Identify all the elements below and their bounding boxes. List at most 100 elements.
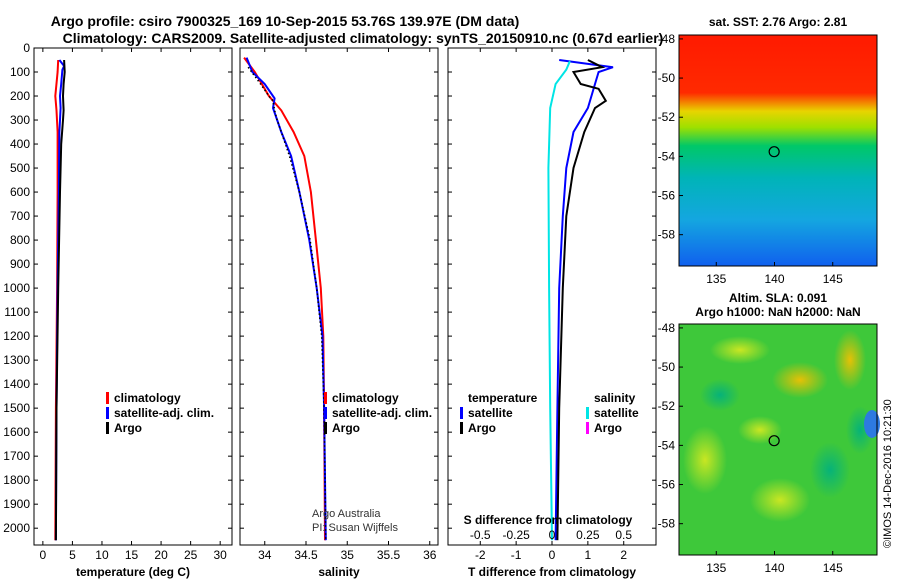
legend-swatch	[324, 392, 327, 404]
x-axis-label: T difference from climatology	[468, 565, 636, 579]
x-tick-label: 2	[620, 548, 627, 562]
y-tick-label: 2000	[3, 521, 30, 535]
map-lon-label: 140	[764, 561, 784, 575]
y-tick-label: 1700	[3, 449, 30, 463]
annotation-text: PI: Susan Wijffels	[312, 522, 398, 534]
secondary-x-tick-label: 0.25	[576, 528, 600, 542]
legend-label: Argo	[114, 421, 142, 435]
map-lat-label: -54	[658, 149, 676, 163]
y-tick-label: 1000	[3, 281, 30, 295]
x-tick-label: 15	[125, 548, 139, 562]
x-axis-label: temperature (deg C)	[76, 565, 190, 579]
map-lat-label: -52	[658, 399, 676, 413]
legend-swatch	[586, 422, 589, 434]
map-lat-label: -58	[658, 228, 676, 242]
annotation-text: Argo Australia	[312, 508, 381, 520]
series-line-salinity-satellite	[547, 60, 571, 541]
map-lon-label: 145	[823, 561, 843, 575]
legend-label: satellite-adj. clim.	[114, 406, 214, 420]
y-tick-label: 800	[10, 233, 30, 247]
legend-label: climatology	[114, 391, 181, 405]
legend-swatch	[106, 422, 109, 434]
x-axis-label: salinity	[318, 565, 360, 579]
map-lat-label: -58	[658, 517, 676, 531]
series-line-argo	[247, 66, 327, 541]
x-tick-label: 25	[184, 548, 198, 562]
argo-position-marker	[768, 435, 780, 447]
map-lon-label: 135	[706, 272, 726, 286]
x-tick-label: 0	[549, 548, 556, 562]
x-tick-label: -2	[475, 548, 486, 562]
secondary-x-tick-label: -0.5	[470, 528, 491, 542]
x-tick-label: 30	[213, 548, 227, 562]
figure-title-line2: Climatology: CARS2009. Satellite-adjuste…	[63, 30, 664, 46]
sla-map-ticks: -48 -50 -52 -54 -56 -58 135 140 145	[658, 321, 843, 575]
y-tick-label: 1100	[4, 305, 30, 319]
map-lon-label: 135	[706, 561, 726, 575]
map-lat-label: -48	[658, 321, 676, 335]
y-tick-label: 0	[23, 41, 30, 55]
figure-title-line1: Argo profile: csiro 7900325_169 10-Sep-2…	[51, 13, 519, 29]
y-tick-label: 400	[10, 137, 30, 151]
sla-anomaly-patches	[683, 330, 880, 522]
y-tick-label: 100	[10, 65, 30, 79]
sla-map-frame	[678, 323, 878, 556]
legend-label: satellite-adj. clim.	[332, 406, 432, 420]
y-tick-label: 1200	[3, 329, 30, 343]
sst-map: sat. SST: 2.76 Argo: 2.81 -48 -50 -52 -54 -5…	[658, 15, 878, 286]
legend-swatch	[324, 422, 327, 434]
x-tick-label: 1	[585, 548, 592, 562]
legend-swatch	[460, 422, 463, 434]
series-line-satellite-adj-clim-	[245, 57, 327, 541]
legend-label: Argo	[332, 421, 360, 435]
x-tick-label: 0	[40, 548, 47, 562]
y-tick-label: 1300	[3, 353, 30, 367]
y-tick-label: 1900	[3, 497, 30, 511]
sla-map-subtitle: Argo h1000: NaN h2000: NaN	[695, 305, 860, 319]
legend-label: Argo	[468, 421, 496, 435]
map-lon-label: 140	[764, 272, 784, 286]
legend-label: satellite	[468, 406, 513, 420]
panel-frame	[239, 47, 439, 546]
sst-map-title: sat. SST: 2.76 Argo: 2.81	[709, 15, 848, 29]
series-line-argo	[54, 59, 66, 541]
legend-label: satellite	[594, 406, 639, 420]
x-tick-label: 5	[69, 548, 76, 562]
legend-heading: salinity	[594, 391, 636, 405]
secondary-x-axis-label: S difference from climatology	[464, 513, 633, 527]
secondary-x-tick-label: 0	[549, 528, 556, 542]
sst-map-frame	[678, 34, 878, 267]
x-tick-label: -1	[511, 548, 522, 562]
x-tick-label: 35.5	[377, 548, 401, 562]
y-tick-label: 600	[10, 185, 30, 199]
legend-label: Argo	[594, 421, 622, 435]
y-tick-label: 200	[10, 89, 30, 103]
legend-swatch	[586, 407, 589, 419]
map-lon-label: 145	[823, 272, 843, 286]
x-tick-label: 34.5	[294, 548, 318, 562]
map-lat-label: -54	[658, 438, 676, 452]
secondary-x-tick-label: -0.25	[502, 528, 530, 542]
legend-heading: temperature	[468, 391, 538, 405]
panel-frame	[33, 47, 233, 546]
map-lat-label: -48	[658, 32, 676, 46]
y-tick-label: 900	[10, 257, 30, 271]
legend-swatch	[460, 407, 463, 419]
x-tick-label: 35	[341, 548, 355, 562]
map-lat-label: -50	[658, 71, 676, 85]
panel-temperature: 0100200300400500600700800900100011001200…	[3, 41, 233, 579]
sst-field	[679, 35, 877, 266]
legend-label: climatology	[332, 391, 399, 405]
y-tick-label: 1600	[3, 425, 30, 439]
x-tick-label: 34	[258, 548, 272, 562]
argo-position-marker	[768, 146, 780, 158]
sla-map: Altim. SLA: 0.091 Argo h1000: NaN h2000:…	[658, 291, 880, 575]
sla-map-title: Altim. SLA: 0.091	[729, 291, 827, 305]
x-tick-label: 36	[423, 548, 437, 562]
map-lat-label: -50	[658, 360, 676, 374]
y-tick-label: 1800	[3, 473, 30, 487]
sst-map-ticks: -48 -50 -52 -54 -56 -58 135 140 145	[658, 32, 843, 286]
panel-salinity: 34 34.5 35 35.5 36 salinity climatologysatelli…	[239, 47, 439, 579]
y-tick-label: 700	[10, 209, 30, 223]
